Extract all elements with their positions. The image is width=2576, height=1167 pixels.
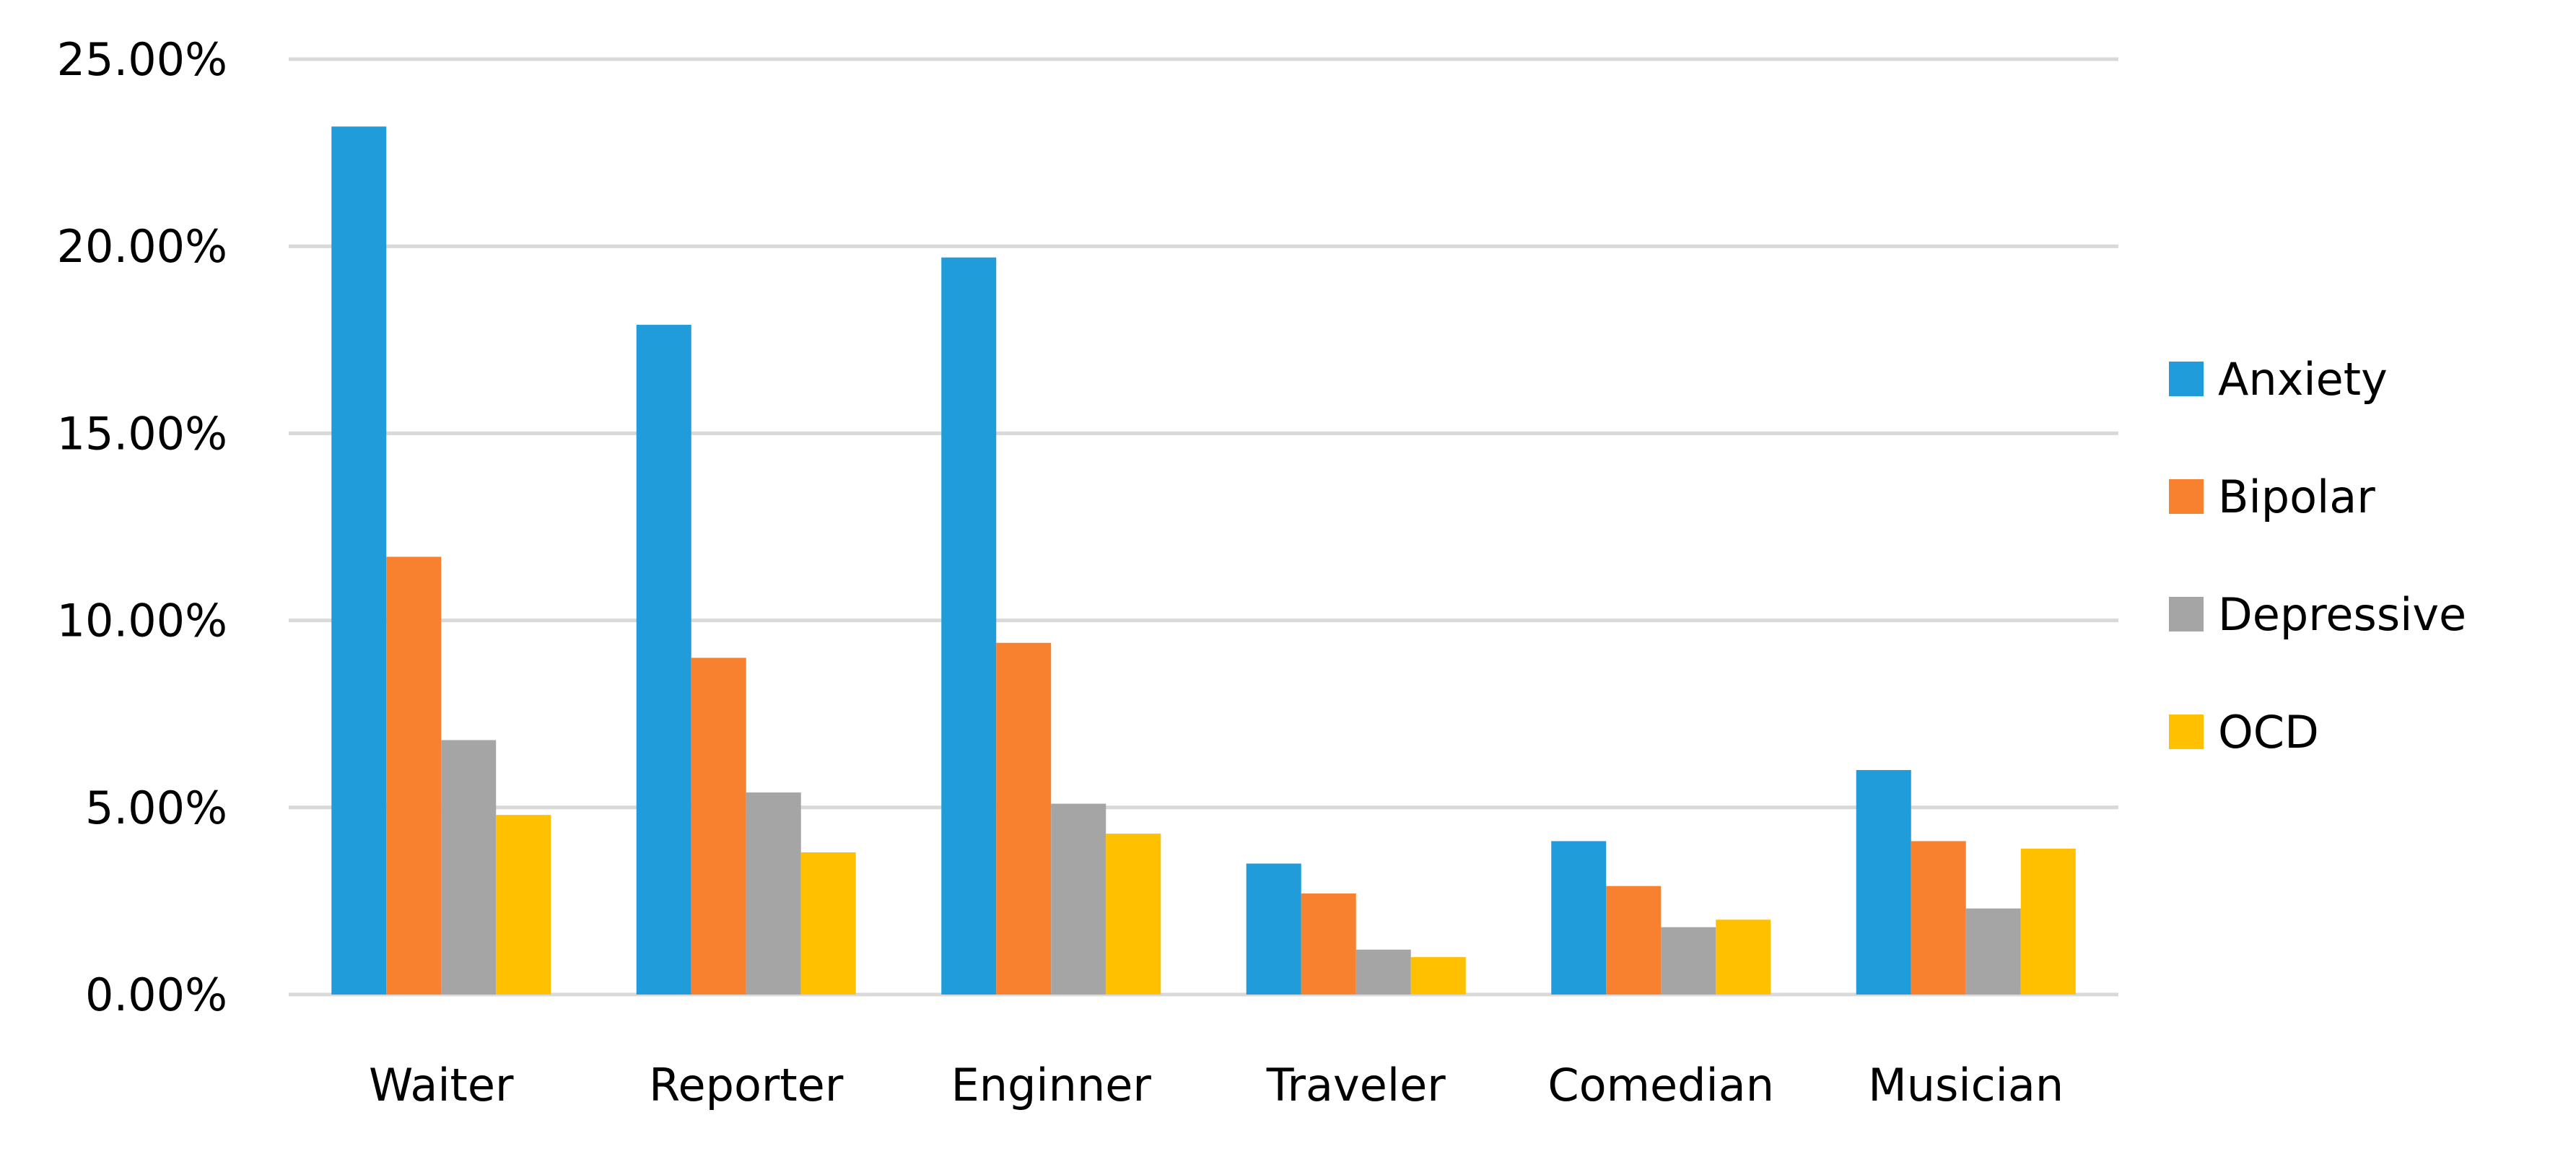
y-tick-label: 15.00% <box>57 407 227 460</box>
bar-anxiety-enginner <box>941 257 997 995</box>
bar-ocd-enginner <box>1106 834 1161 995</box>
bar-depressive-reporter <box>746 792 801 995</box>
bar-depressive-waiter <box>441 740 497 995</box>
x-axis-tick-labels: Waiter Reporter Enginner Traveler Comedian Mu… <box>369 1059 2064 1111</box>
bar-bipolar-waiter <box>386 556 442 995</box>
bar-depressive-enginner <box>1051 803 1106 995</box>
legend-swatch-anxiety <box>2169 362 2204 396</box>
y-tick-label: 5.00% <box>85 782 227 834</box>
x-tick-label: Waiter <box>369 1059 514 1111</box>
bar-anxiety-comedian <box>1551 841 1607 995</box>
legend-label-anxiety: Anxiety <box>2218 353 2388 406</box>
y-axis-tick-labels: 0.00% 5.00% 10.00% 15.00% 20.00% 25.00% <box>57 33 227 1021</box>
legend-label-bipolar: Bipolar <box>2218 471 2375 523</box>
legend-label-ocd: OCD <box>2218 706 2319 759</box>
bar-anxiety-waiter <box>331 126 387 995</box>
gridlines <box>289 57 2118 997</box>
bar-ocd-musician <box>2020 848 2076 995</box>
legend: Anxiety Bipolar Depressive OCD <box>2169 353 2466 759</box>
bar-ocd-waiter <box>496 815 551 995</box>
bar-bipolar-musician <box>1911 841 1966 995</box>
bar-ocd-comedian <box>1716 919 1771 995</box>
bar-depressive-traveler <box>1355 949 1411 995</box>
legend-swatch-bipolar <box>2169 479 2204 514</box>
bar-ocd-reporter <box>800 852 856 995</box>
bar-ocd-traveler <box>1410 957 1466 995</box>
bar-bipolar-comedian <box>1606 886 1662 995</box>
bar-depressive-musician <box>1965 908 2021 995</box>
x-tick-label: Traveler <box>1266 1059 1446 1111</box>
bar-anxiety-musician <box>1856 769 1911 995</box>
y-tick-label: 10.00% <box>57 595 227 647</box>
y-tick-label: 0.00% <box>85 969 227 1021</box>
bars <box>331 126 2076 995</box>
legend-label-depressive: Depressive <box>2218 588 2466 641</box>
bar-bipolar-traveler <box>1301 893 1356 995</box>
x-tick-label: Enginner <box>951 1059 1152 1111</box>
x-tick-label: Reporter <box>649 1059 844 1111</box>
y-tick-label: 20.00% <box>57 220 227 273</box>
bar-bipolar-enginner <box>996 642 1052 995</box>
bar-bipolar-reporter <box>691 657 746 995</box>
y-tick-label: 25.00% <box>57 33 227 86</box>
bar-depressive-comedian <box>1661 927 1716 995</box>
x-tick-label: Comedian <box>1547 1059 1774 1111</box>
bar-anxiety-traveler <box>1246 863 1301 995</box>
x-tick-label: Musician <box>1868 1059 2064 1111</box>
legend-swatch-depressive <box>2169 597 2204 631</box>
legend-swatch-ocd <box>2169 714 2204 749</box>
bar-anxiety-reporter <box>636 325 691 995</box>
